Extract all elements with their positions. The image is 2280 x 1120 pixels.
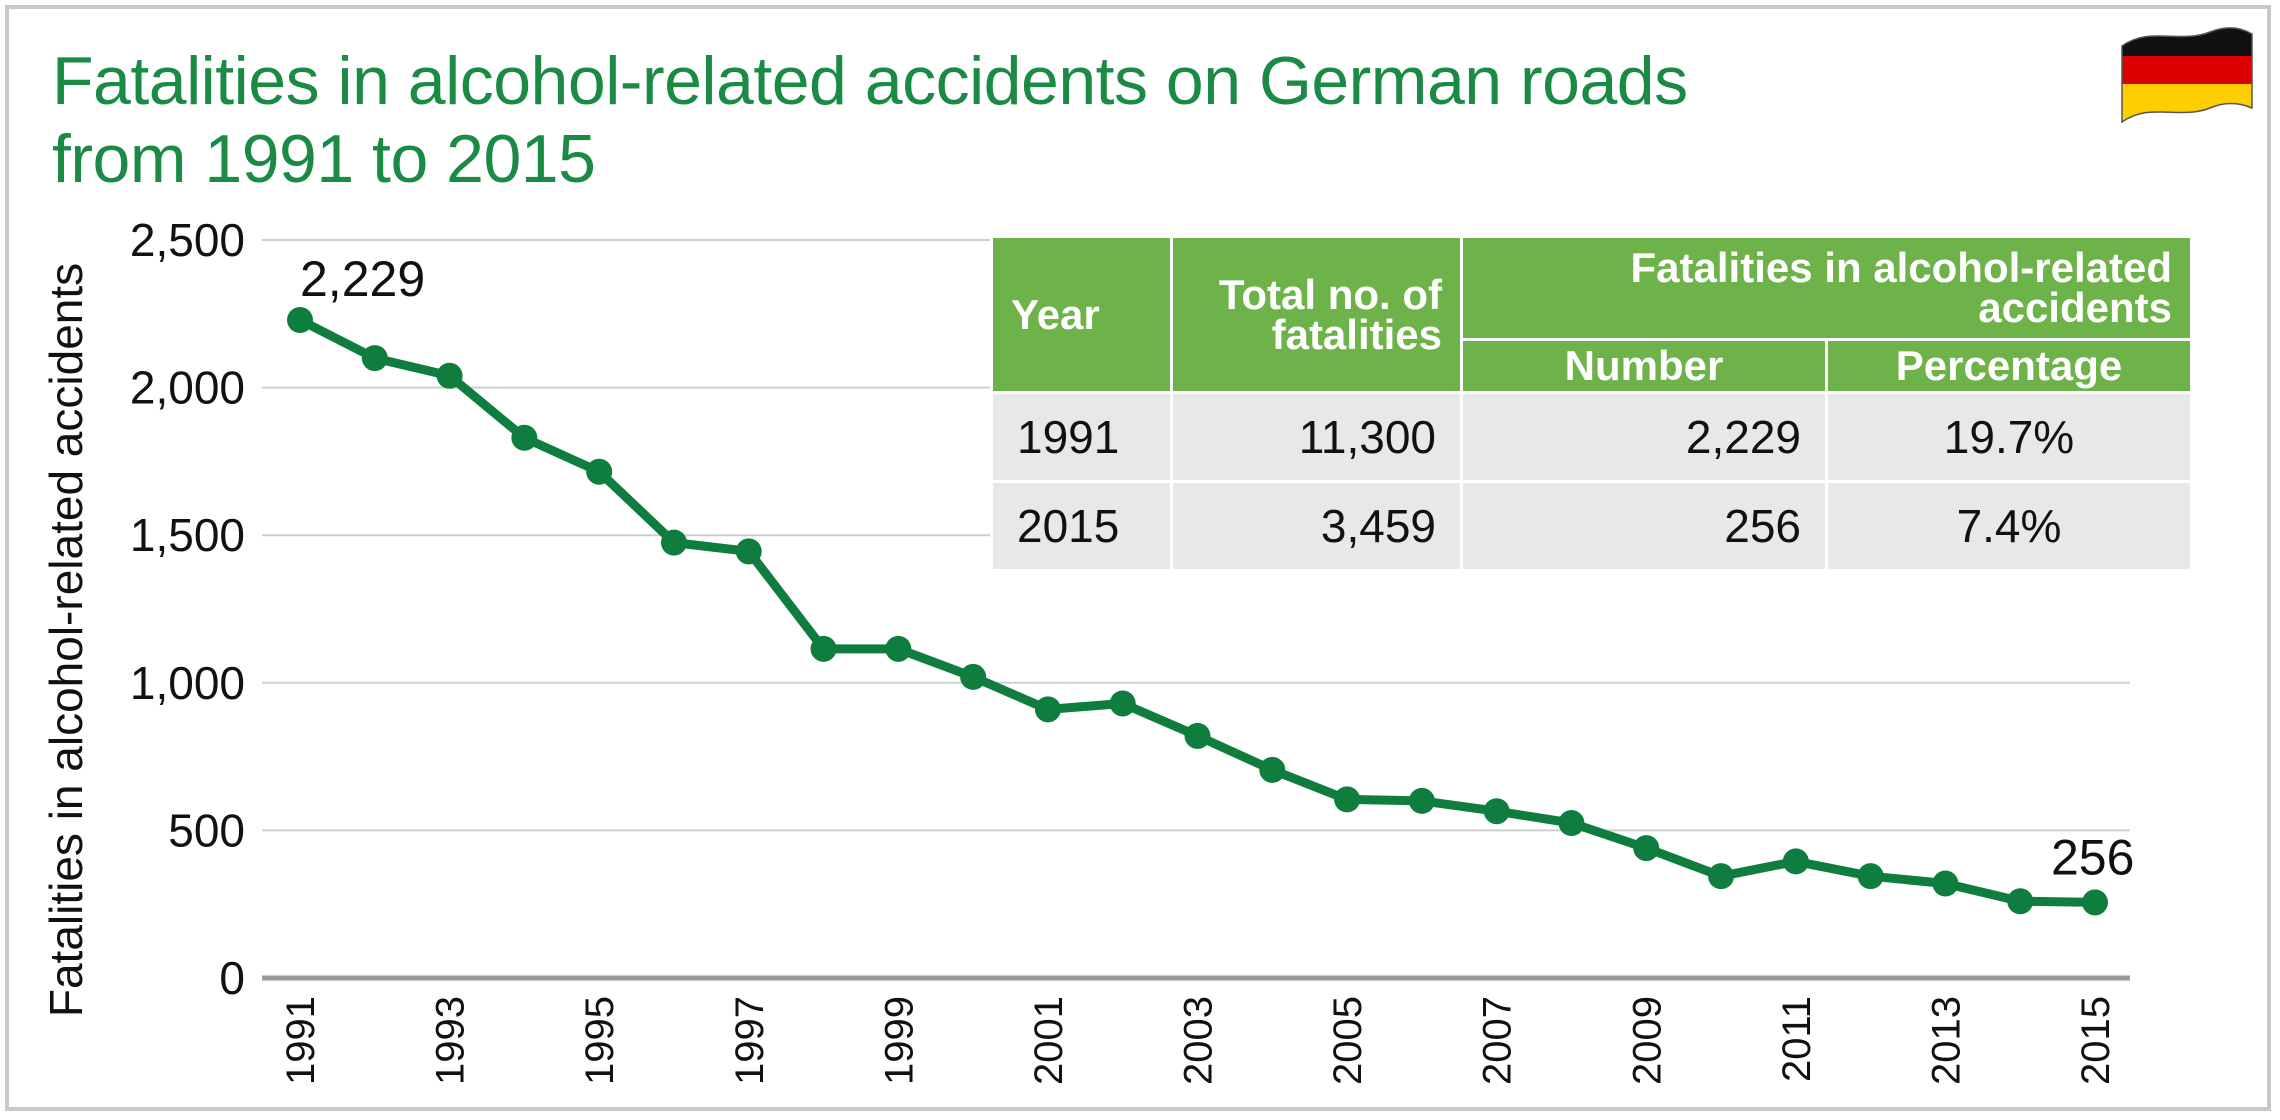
cell-total: 3,459 bbox=[1170, 480, 1463, 572]
y-tick-label: 1,500 bbox=[130, 509, 245, 561]
chart-title-line-2: from 1991 to 2015 bbox=[52, 121, 596, 197]
chart-title: Fatalities in alcohol-related accidents … bbox=[52, 42, 1952, 198]
y-tick-label: 500 bbox=[168, 804, 245, 856]
x-tick-label: 2009 bbox=[1625, 996, 1669, 1085]
data-point bbox=[1558, 810, 1585, 837]
data-point bbox=[1034, 696, 1061, 723]
summary-table-container: Year Total no. of fatalities Fatalities … bbox=[990, 235, 2193, 580]
data-point bbox=[2007, 888, 2034, 915]
x-tick-labels: 1991 1993 1995 1997 1999 2001 2003 2005 2007 2009… bbox=[279, 996, 2118, 1085]
data-point bbox=[1708, 863, 1735, 890]
data-point bbox=[2082, 889, 2108, 916]
data-point bbox=[436, 362, 463, 389]
data-point bbox=[960, 663, 987, 690]
data-point bbox=[1334, 786, 1361, 813]
x-tick-label: 2003 bbox=[1177, 996, 1221, 1085]
cell-year: 2015 bbox=[990, 480, 1173, 572]
y-tick-label: 0 bbox=[219, 952, 245, 1004]
data-point bbox=[1932, 870, 1959, 897]
data-point bbox=[735, 538, 762, 565]
x-tick-label: 2015 bbox=[2074, 996, 2118, 1085]
header-total-fatalities: Total no. of fatalities bbox=[1170, 235, 1463, 394]
data-point bbox=[1109, 690, 1136, 717]
cell-year: 1991 bbox=[990, 391, 1173, 483]
data-point bbox=[1408, 787, 1435, 814]
cell-percentage: 7.4% bbox=[1825, 480, 2193, 572]
cell-percentage: 19.7% bbox=[1825, 391, 2193, 483]
x-tick-label: 1991 bbox=[279, 996, 323, 1085]
header-number: Number bbox=[1460, 338, 1828, 394]
data-point bbox=[1633, 835, 1660, 862]
data-point bbox=[586, 458, 613, 485]
summary-table: Year Total no. of fatalities Fatalities … bbox=[990, 235, 2193, 572]
data-point bbox=[511, 424, 538, 451]
data-point bbox=[810, 635, 837, 662]
cell-total: 11,300 bbox=[1170, 391, 1463, 483]
data-point bbox=[361, 345, 388, 372]
y-tick-labels: 0 500 1,000 1,500 2,000 2,500 bbox=[130, 214, 245, 1004]
x-tick-label: 1993 bbox=[429, 996, 473, 1085]
header-percentage: Percentage bbox=[1825, 338, 2193, 394]
x-tick-label: 1995 bbox=[578, 996, 622, 1085]
y-tick-label: 2,000 bbox=[130, 362, 245, 414]
x-tick-label: 1997 bbox=[728, 996, 772, 1085]
y-axis-title-group: Fatalities in alcohol-related accidents bbox=[40, 263, 92, 1017]
cell-number: 2,229 bbox=[1460, 391, 1828, 483]
y-tick-label: 1,000 bbox=[130, 657, 245, 709]
data-point bbox=[885, 635, 912, 662]
data-points bbox=[287, 306, 2108, 916]
x-tick-label: 2005 bbox=[1326, 996, 1370, 1085]
table-row: 2015 3,459 256 7.4% bbox=[990, 480, 2193, 572]
header-year: Year bbox=[990, 235, 1173, 394]
germany-flag-icon bbox=[2121, 27, 2253, 124]
data-point bbox=[1259, 756, 1286, 783]
data-point bbox=[1857, 863, 1884, 890]
x-tick-label: 2007 bbox=[1476, 996, 1520, 1085]
x-tick-label: 1999 bbox=[877, 996, 921, 1085]
y-tick-label: 2,500 bbox=[130, 214, 245, 266]
data-point bbox=[287, 306, 313, 333]
header-alcohol-fatalities: Fatalities in alcohol-related accidents bbox=[1460, 235, 2193, 341]
x-tick-label: 2001 bbox=[1027, 996, 1071, 1085]
data-point bbox=[1184, 722, 1211, 749]
table-row: 1991 11,300 2,229 19.7% bbox=[990, 391, 2193, 483]
x-tick-label: 2011 bbox=[1775, 996, 1819, 1082]
x-tick-label: 2013 bbox=[1924, 996, 1968, 1085]
data-label: 256 bbox=[2051, 829, 2134, 885]
data-label: 2,229 bbox=[300, 251, 425, 307]
cell-number: 256 bbox=[1460, 480, 1828, 572]
y-axis-title: Fatalities in alcohol-related accidents bbox=[40, 263, 92, 1017]
data-point bbox=[1483, 798, 1510, 825]
chart-title-line-1: Fatalities in alcohol-related accidents … bbox=[52, 43, 1688, 119]
data-point bbox=[1782, 848, 1809, 875]
data-point bbox=[660, 529, 687, 556]
